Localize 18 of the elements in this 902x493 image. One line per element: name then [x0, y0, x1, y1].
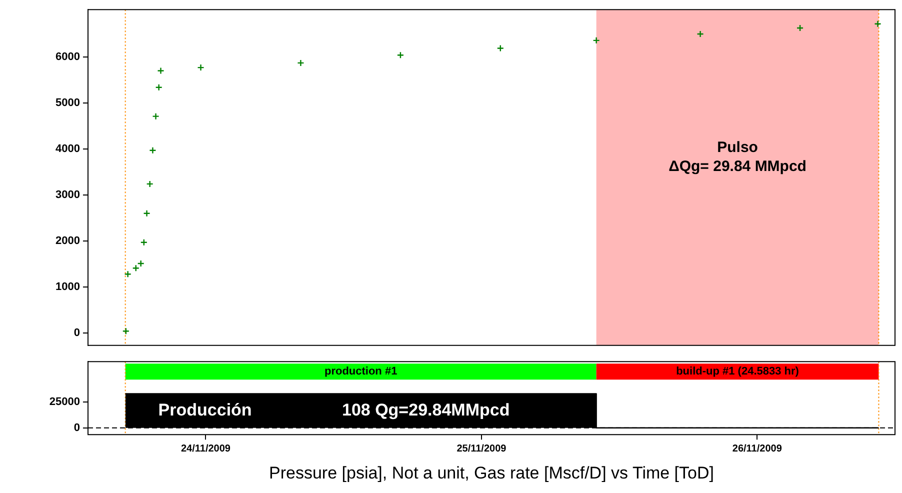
band-label: build-up #1 (24.5833 hr)	[676, 366, 800, 378]
y-tick-label: 1000	[56, 281, 80, 294]
annotation: 108 Qg=29.84MMpcd	[342, 400, 510, 420]
x-tick-label: 24/11/2009	[180, 443, 231, 454]
y-tick-label: 2000	[56, 235, 80, 248]
y-tick-label: 6000	[56, 51, 80, 64]
y-tick-label: 4000	[56, 143, 80, 156]
y-tick-label: 0	[74, 422, 80, 434]
y-tick-label: 25000	[49, 396, 80, 408]
y-tick-label: 5000	[56, 97, 80, 110]
y-tick-label: 0	[74, 327, 80, 340]
band-label: Pulso ΔQg= 29.84 MMpcd	[668, 138, 806, 175]
x-tick-label: 25/11/2009	[456, 443, 507, 454]
annotation: Producción	[158, 400, 252, 420]
x-axis-title: Pressure [psia], Not a unit, Gas rate [Mscf/D] vs Time [ToD]	[269, 463, 714, 482]
band-label: production #1	[324, 366, 398, 378]
x-tick-label: 26/11/2009	[732, 443, 782, 454]
y-tick-label: 3000	[56, 189, 80, 202]
